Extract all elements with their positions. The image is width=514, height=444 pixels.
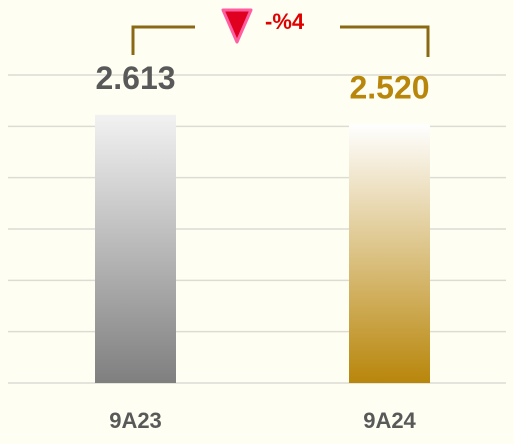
bracket-right: [340, 25, 430, 57]
bar: [95, 114, 176, 384]
x-tick-label: 9A24: [363, 408, 416, 433]
bar: [349, 124, 430, 383]
grid: [8, 74, 506, 384]
down-arrow: [221, 8, 253, 44]
bracket-left: [131, 25, 195, 55]
value-label: 2.520: [349, 70, 429, 106]
x-tick-label: 9A23: [109, 408, 162, 433]
annotation: -%4: [265, 9, 305, 34]
bars: [95, 114, 430, 384]
value-label: 2.613: [95, 60, 175, 96]
